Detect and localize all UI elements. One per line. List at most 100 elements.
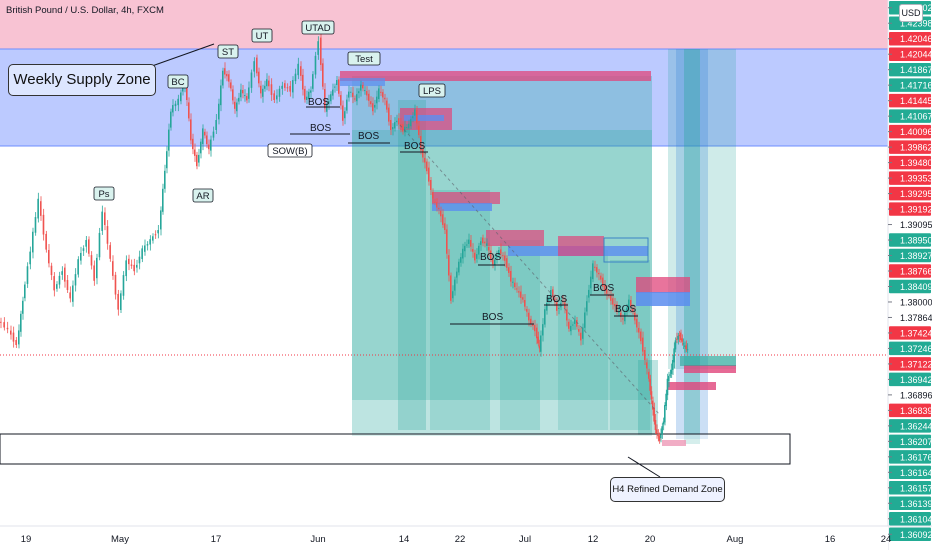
price-label: 1.39192	[888, 202, 932, 216]
candle	[236, 98, 238, 118]
price-axis-labels: 1.424021.423981.420461.420441.418671.417…	[888, 1, 932, 541]
price-label: 1.36942	[888, 372, 932, 387]
svg-text:1.40096: 1.40096	[900, 127, 932, 137]
candle	[372, 97, 374, 116]
candle	[534, 319, 536, 337]
candle	[224, 62, 226, 79]
candle	[674, 337, 677, 353]
candle	[628, 294, 630, 313]
candle	[594, 260, 596, 272]
candle	[646, 358, 648, 375]
candle	[24, 281, 26, 302]
candle	[470, 235, 472, 252]
candle	[168, 123, 170, 157]
price-label: 1.38409	[888, 279, 932, 294]
candle	[37, 192, 39, 223]
candle	[673, 342, 675, 369]
svg-text:1.37246: 1.37246	[900, 344, 932, 354]
candle	[336, 76, 338, 91]
candle	[266, 73, 268, 91]
svg-text:1.39353: 1.39353	[900, 174, 932, 184]
candle	[608, 290, 610, 299]
candle	[364, 86, 366, 95]
candle	[188, 97, 190, 122]
order-block-12	[636, 292, 690, 306]
candle	[354, 95, 356, 102]
h4-refined-demand-zone[interactable]	[0, 433, 791, 465]
candle	[262, 84, 264, 103]
svg-text:LPS: LPS	[423, 86, 441, 97]
wyckoff-label: BC	[167, 74, 189, 89]
candle	[230, 79, 232, 92]
candle	[648, 368, 650, 382]
candle	[112, 255, 114, 280]
candle	[422, 143, 424, 163]
price-label: 1.36164	[888, 465, 932, 480]
candle	[192, 133, 194, 155]
svg-text:1.39192: 1.39192	[900, 205, 932, 215]
wyckoff-label: UTAD	[301, 20, 335, 35]
candle	[466, 239, 468, 248]
wyckoff-label: Ps	[93, 186, 115, 201]
candle	[602, 273, 604, 291]
candle	[681, 334, 683, 346]
bos-label-3: BOS	[358, 131, 379, 142]
candle	[360, 80, 362, 97]
candle	[456, 267, 458, 284]
candle	[676, 332, 678, 344]
candle	[358, 88, 360, 99]
candle	[438, 202, 440, 215]
wyckoff-label: SOW(B)	[267, 143, 313, 158]
bos-label-6: BOS	[482, 312, 503, 323]
candle	[64, 263, 66, 288]
candle	[638, 321, 640, 339]
candle	[162, 183, 164, 215]
projection-area-5	[500, 240, 540, 430]
candle	[572, 321, 574, 330]
candle	[536, 323, 538, 345]
order-block-11	[636, 277, 690, 293]
candle	[450, 272, 452, 304]
candle	[496, 250, 498, 264]
candle	[682, 338, 685, 350]
candle	[260, 80, 262, 99]
candle	[544, 306, 546, 328]
candle	[302, 68, 304, 96]
candle	[404, 120, 406, 137]
candle	[250, 69, 253, 93]
price-label: 1.40096	[888, 124, 932, 139]
candle	[242, 85, 244, 99]
candle	[212, 126, 215, 141]
candle	[85, 236, 87, 253]
price-label: 1.38766	[888, 264, 932, 278]
candle	[48, 244, 50, 268]
candle	[29, 246, 31, 270]
order-block-10	[603, 237, 649, 263]
candle	[468, 233, 470, 248]
svg-text:Test: Test	[355, 54, 373, 65]
candle	[146, 241, 149, 251]
time-tick-label: 20	[645, 534, 656, 545]
candle	[32, 227, 34, 259]
candle	[670, 363, 673, 378]
candle	[618, 305, 620, 317]
candle	[218, 98, 220, 125]
svg-text:1.38000: 1.38000	[900, 297, 932, 307]
svg-text:1.41067: 1.41067	[900, 112, 932, 122]
price-label: 1.36157	[888, 481, 932, 495]
demand-callout-pointer	[627, 456, 661, 478]
svg-text:1.39095: 1.39095	[900, 220, 932, 230]
candle	[642, 331, 644, 356]
candle	[374, 99, 376, 113]
svg-text:1.38950: 1.38950	[900, 236, 932, 246]
candle	[204, 128, 206, 139]
weekly-supply-callout: Weekly Supply Zone	[8, 64, 156, 96]
currency-button[interactable]: USD	[899, 4, 923, 22]
candle	[658, 432, 661, 444]
candle	[604, 280, 606, 295]
candle	[388, 103, 390, 126]
candle	[566, 303, 568, 327]
time-tick-label: 22	[455, 534, 466, 545]
candle	[548, 295, 550, 306]
